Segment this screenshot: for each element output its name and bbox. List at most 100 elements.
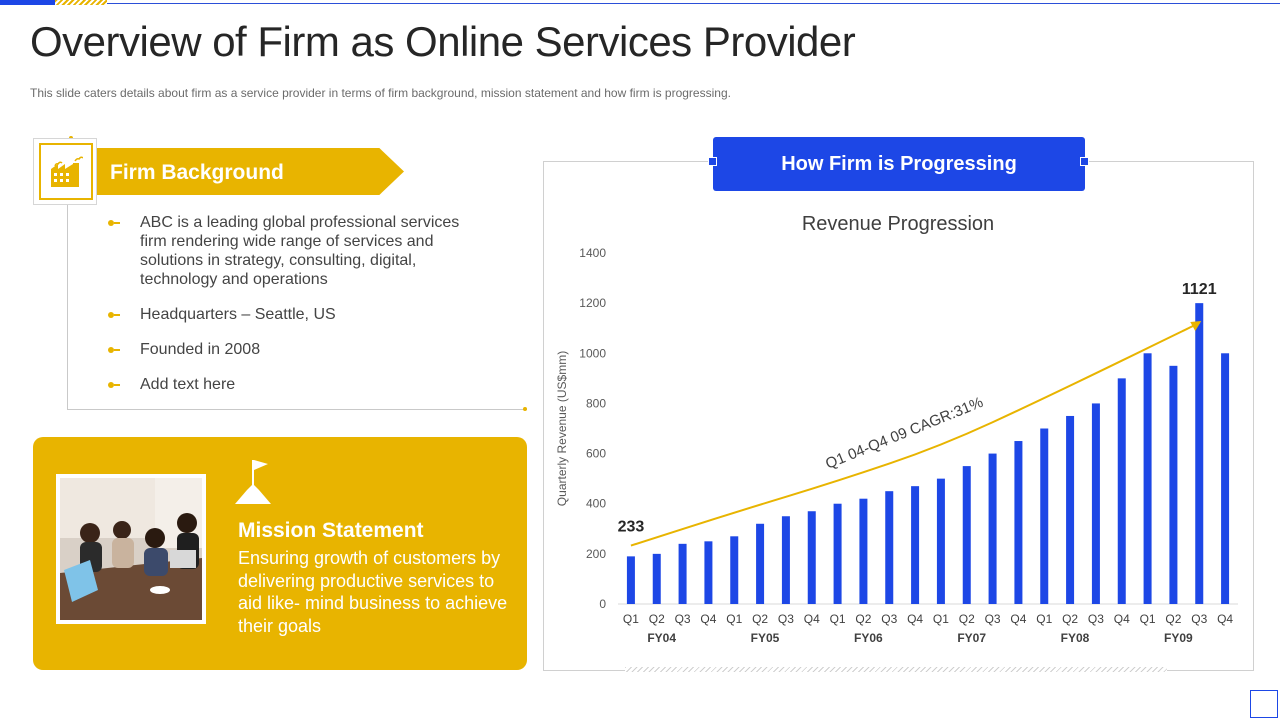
banner-handle <box>1080 157 1089 166</box>
x-tick-label: Q2 <box>1062 612 1078 626</box>
bar <box>936 478 945 604</box>
bar <box>652 553 661 604</box>
revenue-chart: Revenue Progression Quarterly Revenue (US… <box>555 213 1238 645</box>
trend-line <box>630 322 1200 547</box>
top-hatch-pattern <box>55 0 107 5</box>
x-tick-label: Q3 <box>1088 612 1104 626</box>
x-group-label: FY06 <box>854 631 883 645</box>
list-item: Founded in 2008 <box>108 340 468 359</box>
x-tick-label: Q4 <box>907 612 923 626</box>
x-tick-label: Q3 <box>881 612 897 626</box>
bar <box>730 536 739 604</box>
x-tick-label: Q1 <box>1036 612 1052 626</box>
y-tick-label: 800 <box>586 396 606 410</box>
page-subtitle: This slide caters details about firm as … <box>30 86 731 100</box>
bar <box>807 511 816 604</box>
corner-box <box>1250 690 1278 718</box>
x-tick-label: Q4 <box>700 612 716 626</box>
x-tick-label: Q3 <box>778 612 794 626</box>
x-group-label: FY04 <box>647 631 676 645</box>
trend-arrowhead <box>1190 320 1202 331</box>
data-label: 233 <box>618 519 645 536</box>
firm-background-heading: Firm Background <box>110 161 284 184</box>
x-tick-label: Q1 <box>933 612 949 626</box>
x-tick-label: Q1 <box>726 612 742 626</box>
bar <box>911 486 920 604</box>
x-tick-label: Q2 <box>1165 612 1181 626</box>
bullet-icon <box>108 347 120 353</box>
x-tick-label: Q3 <box>1191 612 1207 626</box>
bottom-hatch-pattern <box>625 667 1167 672</box>
firm-background-frame <box>67 195 527 410</box>
banner-handle <box>708 157 717 166</box>
bar <box>885 491 894 604</box>
y-axis-label: Quarterly Revenue (US$mm) <box>555 351 569 506</box>
bullet-icon <box>108 382 120 388</box>
top-accent-bar <box>0 0 55 5</box>
progress-banner: How Firm is Progressing <box>713 137 1085 191</box>
x-tick-label: Q1 <box>1140 612 1156 626</box>
bar <box>1040 428 1049 604</box>
bar <box>1221 353 1230 604</box>
y-tick-label: 1200 <box>579 296 606 310</box>
bar <box>626 556 635 604</box>
bar <box>678 543 687 604</box>
team-meeting-photo <box>56 474 206 624</box>
photo-illustration <box>60 478 202 620</box>
y-tick-label: 200 <box>586 547 606 561</box>
mission-heading: Mission Statement <box>238 519 424 542</box>
bar <box>1014 441 1023 604</box>
x-tick-label: Q4 <box>1114 612 1130 626</box>
x-group-label: FY07 <box>957 631 986 645</box>
bar <box>1143 353 1152 604</box>
data-label: 1121 <box>1182 281 1217 298</box>
trend-label: Q1 04-Q4 09 CAGR:31% <box>823 394 986 473</box>
flag-on-hill-icon <box>233 456 273 509</box>
bar <box>1195 303 1204 604</box>
y-tick-label: 600 <box>586 447 606 461</box>
frame-dot <box>523 407 527 411</box>
bar <box>756 523 765 604</box>
bar <box>704 541 713 604</box>
x-tick-label: Q1 <box>830 612 846 626</box>
page-title: Overview of Firm as Online Services Prov… <box>30 18 856 65</box>
y-tick-label: 1000 <box>579 346 606 360</box>
x-tick-label: Q2 <box>752 612 768 626</box>
x-tick-label: Q4 <box>804 612 820 626</box>
bar <box>833 503 842 604</box>
bar <box>962 466 971 604</box>
firm-background-list: ABC is a leading global professional ser… <box>108 213 468 410</box>
y-tick-label: 400 <box>586 497 606 511</box>
bullet-icon <box>108 220 120 226</box>
list-item: ABC is a leading global professional ser… <box>108 213 468 289</box>
y-tick-label: 0 <box>599 597 606 611</box>
bullet-icon <box>108 312 120 318</box>
bar <box>781 516 790 604</box>
top-rule <box>0 3 1280 4</box>
x-group-label: FY09 <box>1164 631 1193 645</box>
list-item: Headquarters – Seattle, US <box>108 305 468 324</box>
mission-text: Ensuring growth of customers by deliveri… <box>238 548 508 636</box>
list-item: Add text here <box>108 375 468 394</box>
x-group-label: FY08 <box>1061 631 1090 645</box>
bar <box>1091 403 1100 604</box>
chart-panel <box>543 161 1254 671</box>
firm-background-banner: Firm Background <box>96 148 404 195</box>
bar <box>988 453 997 604</box>
x-tick-label: Q1 <box>623 612 639 626</box>
mission-card: Mission Statement Ensuring growth of cus… <box>33 437 527 670</box>
chart-title: Revenue Progression <box>802 213 994 235</box>
x-tick-label: Q2 <box>649 612 665 626</box>
x-tick-label: Q2 <box>959 612 975 626</box>
bar <box>1169 365 1178 604</box>
y-tick-label: 1400 <box>579 246 606 260</box>
x-tick-label: Q4 <box>1217 612 1233 626</box>
bar <box>859 498 868 604</box>
x-tick-label: Q3 <box>985 612 1001 626</box>
x-tick-label: Q4 <box>1010 612 1026 626</box>
firm-background-icon-frame <box>33 138 97 205</box>
x-group-label: FY05 <box>751 631 780 645</box>
x-tick-label: Q2 <box>855 612 871 626</box>
bar <box>1066 415 1075 604</box>
factory-icon <box>51 155 83 187</box>
